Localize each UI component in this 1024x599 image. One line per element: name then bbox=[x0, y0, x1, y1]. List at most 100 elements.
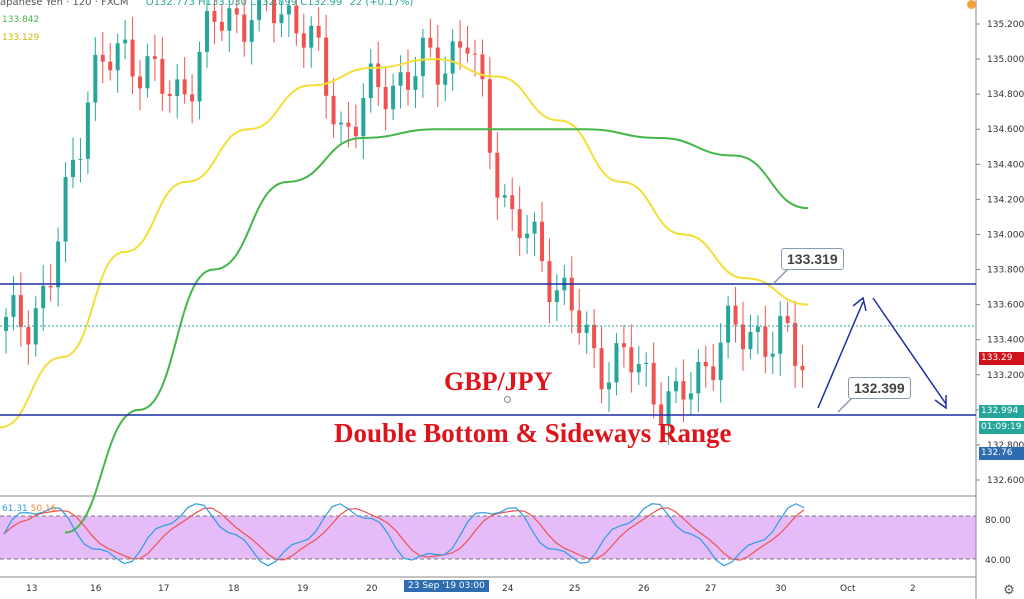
candle-body bbox=[599, 348, 604, 390]
ohlc-values: O132.773 H133.030 L132.899 C132.99 bbox=[145, 0, 343, 8]
candle-body bbox=[383, 87, 388, 110]
time-cursor-label: 23 Sep '19 03:00 bbox=[404, 580, 489, 592]
candle-body bbox=[398, 72, 403, 86]
price-tick: 134.000 bbox=[987, 230, 1024, 240]
candle-body bbox=[547, 261, 552, 303]
candle-body bbox=[339, 122, 343, 125]
stoch-d-line bbox=[3, 507, 805, 561]
candle-body bbox=[614, 343, 619, 383]
candle-body bbox=[376, 63, 381, 88]
time-tick: 2 bbox=[910, 584, 916, 594]
price-tick: 134.600 bbox=[987, 125, 1024, 135]
candle-body bbox=[793, 322, 798, 366]
candle-body bbox=[569, 277, 574, 311]
candle-body bbox=[554, 290, 559, 303]
candle-body bbox=[450, 41, 455, 74]
stoch-d-value: 50.16 bbox=[30, 504, 57, 514]
candle-body bbox=[41, 285, 46, 309]
candle-body bbox=[502, 195, 507, 198]
candle-body bbox=[182, 79, 187, 95]
time-tick: 20 bbox=[366, 584, 378, 594]
support-price-tag: 132.994 bbox=[979, 405, 1024, 418]
price-tick: 132.800 bbox=[987, 441, 1024, 451]
candle-body bbox=[309, 25, 314, 48]
candle-body bbox=[525, 233, 530, 239]
candle-body bbox=[688, 393, 693, 400]
time-tick: 30 bbox=[775, 584, 787, 594]
candle-body bbox=[413, 76, 418, 90]
stochastic-lines bbox=[3, 503, 805, 567]
low-price-tag: 132.76 bbox=[979, 447, 1024, 460]
candle-body bbox=[279, 14, 284, 24]
candle-body bbox=[346, 122, 351, 127]
price-tick: 134.200 bbox=[987, 195, 1024, 205]
ma-fast-line bbox=[0, 58, 809, 429]
stoch-legend: 61.31 50.16 bbox=[2, 504, 56, 514]
settings-gear-icon[interactable]: ⚙ bbox=[1003, 582, 1015, 597]
candle-body bbox=[249, 20, 254, 42]
candle-body bbox=[718, 342, 723, 380]
price-tick: 135.000 bbox=[987, 55, 1024, 65]
candle-body bbox=[26, 327, 31, 345]
candle-body bbox=[234, 8, 239, 15]
resistance-label: 133.319 bbox=[781, 248, 844, 270]
candle-body bbox=[741, 324, 745, 350]
candle-body bbox=[63, 177, 68, 242]
current-price-tag: 133.29 bbox=[979, 352, 1024, 365]
candle-body bbox=[4, 316, 8, 331]
candle-body bbox=[577, 310, 582, 333]
candle-body bbox=[592, 324, 597, 349]
candle-body bbox=[123, 39, 128, 44]
price-axis: 132.600132.800133.000133.200133.400133.6… bbox=[976, 20, 1024, 486]
candle-body bbox=[532, 221, 537, 234]
support-label: 132.399 bbox=[848, 377, 911, 399]
candle-body bbox=[458, 41, 463, 48]
time-tick: 19 bbox=[297, 584, 309, 594]
price-tick: 133.200 bbox=[987, 371, 1024, 381]
pair-title: GBP/JPY bbox=[444, 367, 553, 396]
candle-body bbox=[696, 361, 701, 394]
candle-body bbox=[324, 37, 329, 96]
candle-body bbox=[666, 391, 671, 425]
time-tick: 16 bbox=[90, 584, 102, 594]
candle-body bbox=[733, 305, 738, 325]
candle-body bbox=[770, 353, 775, 357]
candle-body bbox=[406, 72, 410, 90]
countdown-tag: 01:09:19 bbox=[979, 421, 1024, 434]
price-tick: 134.400 bbox=[987, 160, 1024, 170]
candle-body bbox=[428, 37, 433, 48]
stoch-k-value: 61.31 bbox=[2, 504, 28, 514]
candle-body bbox=[242, 14, 247, 42]
candle-body bbox=[763, 326, 768, 357]
candle-body bbox=[778, 315, 783, 354]
candle-body bbox=[130, 39, 135, 77]
stoch-k-line bbox=[3, 503, 805, 567]
alert-dot[interactable] bbox=[967, 0, 976, 9]
candle-body bbox=[748, 332, 753, 350]
candle-body bbox=[294, 5, 299, 34]
osc-tick-lower: 40.00 bbox=[985, 556, 1011, 566]
candle-body bbox=[711, 366, 716, 380]
time-tick: Oct bbox=[840, 584, 856, 594]
candle-body bbox=[167, 93, 172, 97]
time-tick: 27 bbox=[705, 584, 717, 594]
candle-body bbox=[286, 5, 291, 15]
candle-body bbox=[175, 79, 180, 97]
symbol-name: apanese Yen · 120 · FXCM bbox=[0, 0, 129, 8]
candle-body bbox=[33, 308, 38, 345]
time-tick: 17 bbox=[158, 584, 170, 594]
ma-slow-line bbox=[64, 128, 809, 534]
candle-body bbox=[629, 347, 634, 373]
oscillator-band bbox=[0, 516, 976, 559]
candle-body bbox=[584, 324, 589, 333]
candle-body bbox=[465, 47, 470, 54]
price-tick: 132.600 bbox=[987, 476, 1024, 486]
candle-body bbox=[487, 79, 492, 153]
candle-body bbox=[160, 58, 165, 94]
change-value: 22 (+0.17%) bbox=[349, 0, 414, 8]
candle-body bbox=[301, 33, 306, 48]
candle-body bbox=[651, 362, 656, 405]
time-tick: 24 bbox=[502, 584, 514, 594]
projection-arrows bbox=[817, 296, 947, 410]
